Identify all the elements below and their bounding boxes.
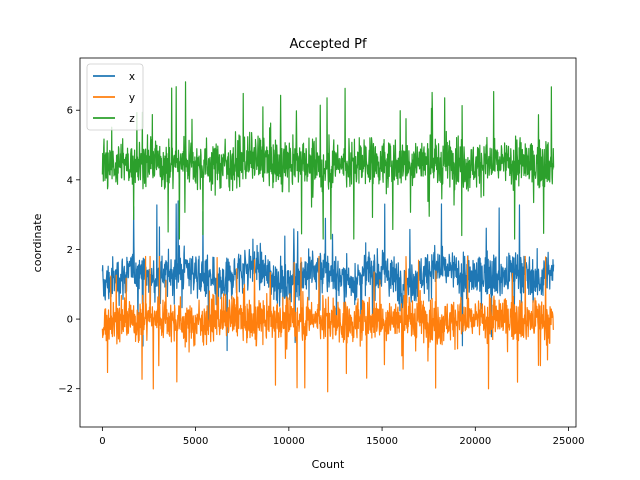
x-tick-label: 15000: [366, 436, 398, 447]
legend: xyz: [86, 63, 144, 131]
x-axis-label: Count: [312, 458, 345, 471]
legend-label-z: z: [129, 113, 135, 125]
series-group: [101, 81, 555, 393]
series-line-x: [101, 200, 555, 352]
legend-label-y: y: [129, 92, 135, 104]
y-tick-label: 6: [67, 106, 73, 117]
x-tick-label: 10000: [273, 436, 305, 447]
plot-frame: [79, 57, 577, 428]
y-tick-label: −2: [58, 384, 73, 395]
series-line-y: [101, 255, 555, 393]
plot-area: [79, 57, 577, 428]
x-tick-label: 25000: [553, 436, 585, 447]
y-tick-label: 2: [67, 245, 73, 256]
x-tick-label: 5000: [183, 436, 208, 447]
series-line-z: [101, 81, 555, 240]
y-tick-label: 4: [67, 175, 73, 186]
x-tick-label: 20000: [459, 436, 491, 447]
x-tick-label: 0: [99, 436, 105, 447]
x-axis-ticks: 0 5000 10000 15000 20000 25000: [99, 427, 584, 447]
legend-label-x: x: [129, 71, 135, 83]
y-tick-label: 0: [67, 315, 73, 326]
y-axis-ticks: −2 0 2 4 6: [58, 106, 80, 395]
y-axis-label: coordinate: [31, 213, 44, 272]
chart-title: Accepted Pf: [289, 37, 367, 52]
